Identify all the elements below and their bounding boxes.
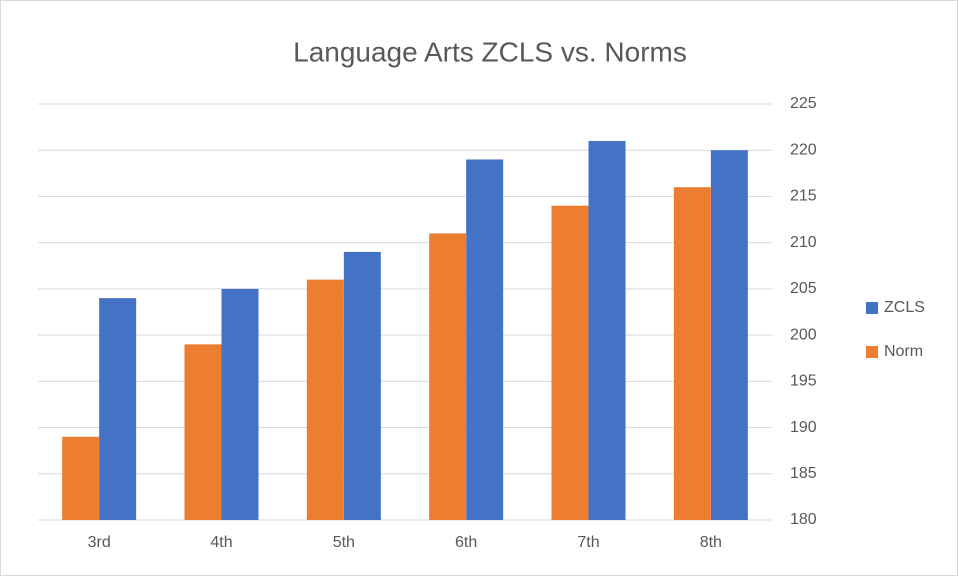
x-tick-label: 4th — [210, 534, 232, 551]
y-tick-label: 185 — [790, 465, 817, 482]
y-tick-label: 180 — [790, 511, 817, 528]
x-tick-label: 6th — [455, 534, 477, 551]
bar — [466, 159, 504, 520]
y-tick-label: 220 — [790, 141, 817, 158]
legend-swatch — [866, 302, 878, 314]
bar — [551, 205, 589, 520]
bar — [221, 288, 259, 520]
legend-swatch — [866, 346, 878, 358]
bar — [429, 233, 467, 520]
y-tick-label: 205 — [790, 280, 817, 297]
bar — [673, 187, 711, 520]
bar — [306, 279, 344, 520]
x-tick-label: 5th — [333, 534, 355, 551]
bar — [184, 344, 222, 520]
y-tick-label: 215 — [790, 188, 817, 205]
x-tick-label: 8th — [700, 534, 722, 551]
y-tick-label: 210 — [790, 234, 817, 251]
bar — [99, 298, 137, 520]
chart-title: Language Arts ZCLS vs. Norms — [293, 36, 687, 67]
bar — [62, 436, 100, 520]
y-tick-label: 190 — [790, 419, 817, 436]
bar — [710, 150, 748, 520]
x-tick-label: 3rd — [88, 534, 111, 551]
y-tick-label: 225 — [790, 95, 817, 112]
y-tick-label: 195 — [790, 373, 817, 390]
legend-label: ZCLS — [884, 299, 925, 316]
bar — [588, 140, 626, 520]
bar — [343, 251, 381, 520]
legend-label: Norm — [884, 343, 923, 360]
y-tick-label: 200 — [790, 326, 817, 343]
x-tick-label: 7th — [577, 534, 599, 551]
